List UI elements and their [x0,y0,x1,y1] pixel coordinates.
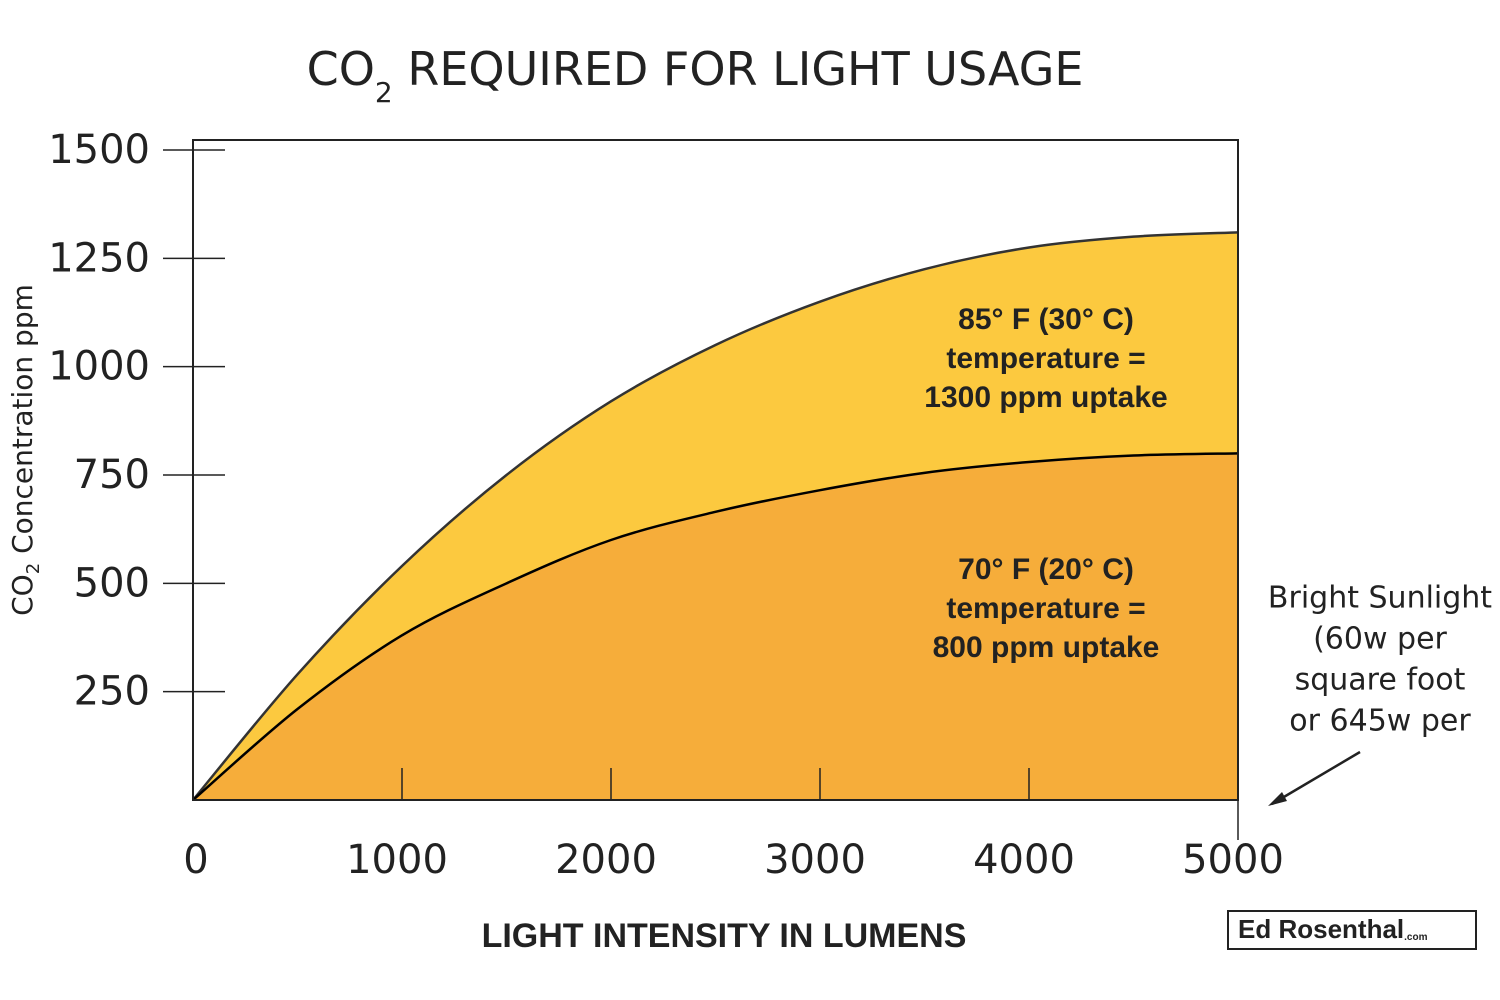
x-tick-label: 5000 [1182,837,1284,883]
title-part: CO [307,42,375,96]
arrow-line [1271,750,1361,806]
x-tick-label: 1000 [346,837,448,883]
plot: 85° F (30° C) temperature = 1300 ppm uptak… [48,127,1492,883]
y-label-sub: 2 [23,563,44,574]
y-tick-label: 500 [74,560,150,606]
series-label: 85° F (30° C) [958,303,1134,336]
series-label: 800 ppm uptake [933,631,1160,664]
x-tick-label: 4000 [973,837,1075,883]
title-sub: 2 [375,76,393,109]
logo: Ed Rosenthal.com [1238,914,1428,944]
chart-title: CO2 REQUIRED FOR LIGHT USAGE [307,42,1084,110]
series-label: temperature = [946,342,1145,375]
annotation: square foot [1295,663,1466,698]
y-tick-label: 250 [74,669,150,715]
y-tick-label: 750 [74,452,150,498]
annotation: Bright Sunlight [1268,581,1492,616]
plot-frame [192,139,1239,801]
logo-name: Ed Rosenthal [1238,914,1404,944]
series-label: temperature = [946,592,1145,625]
annotation: (60w per [1313,622,1447,657]
y-label-part: CO [6,574,39,616]
series-label: 1300 ppm uptake [924,381,1167,414]
y-tick-label: 1000 [48,344,150,390]
logo-box [1227,910,1477,950]
area [193,453,1238,800]
y-label-part: Concentration ppm [6,284,39,563]
curve [192,452,1239,801]
x-tick-label: 3000 [764,837,866,883]
x-tick-label: 0 [183,837,208,883]
y-tick-label: 1500 [48,127,150,173]
x-tick-label: 2000 [555,837,657,883]
curve [192,231,1239,801]
y-axis-label: CO2 Concentration ppm [6,284,44,616]
series-label: 70° F (20° C) [958,553,1134,586]
logo-domain: .com [1404,932,1427,943]
x-axis-label: LIGHT INTENSITY IN LUMENS [482,917,967,955]
arrow-head [1268,792,1287,806]
title-part: REQUIRED FOR LIGHT USAGE [393,42,1084,96]
y-tick-label: 1250 [48,235,150,281]
annotation: or 645w per [1289,704,1471,739]
